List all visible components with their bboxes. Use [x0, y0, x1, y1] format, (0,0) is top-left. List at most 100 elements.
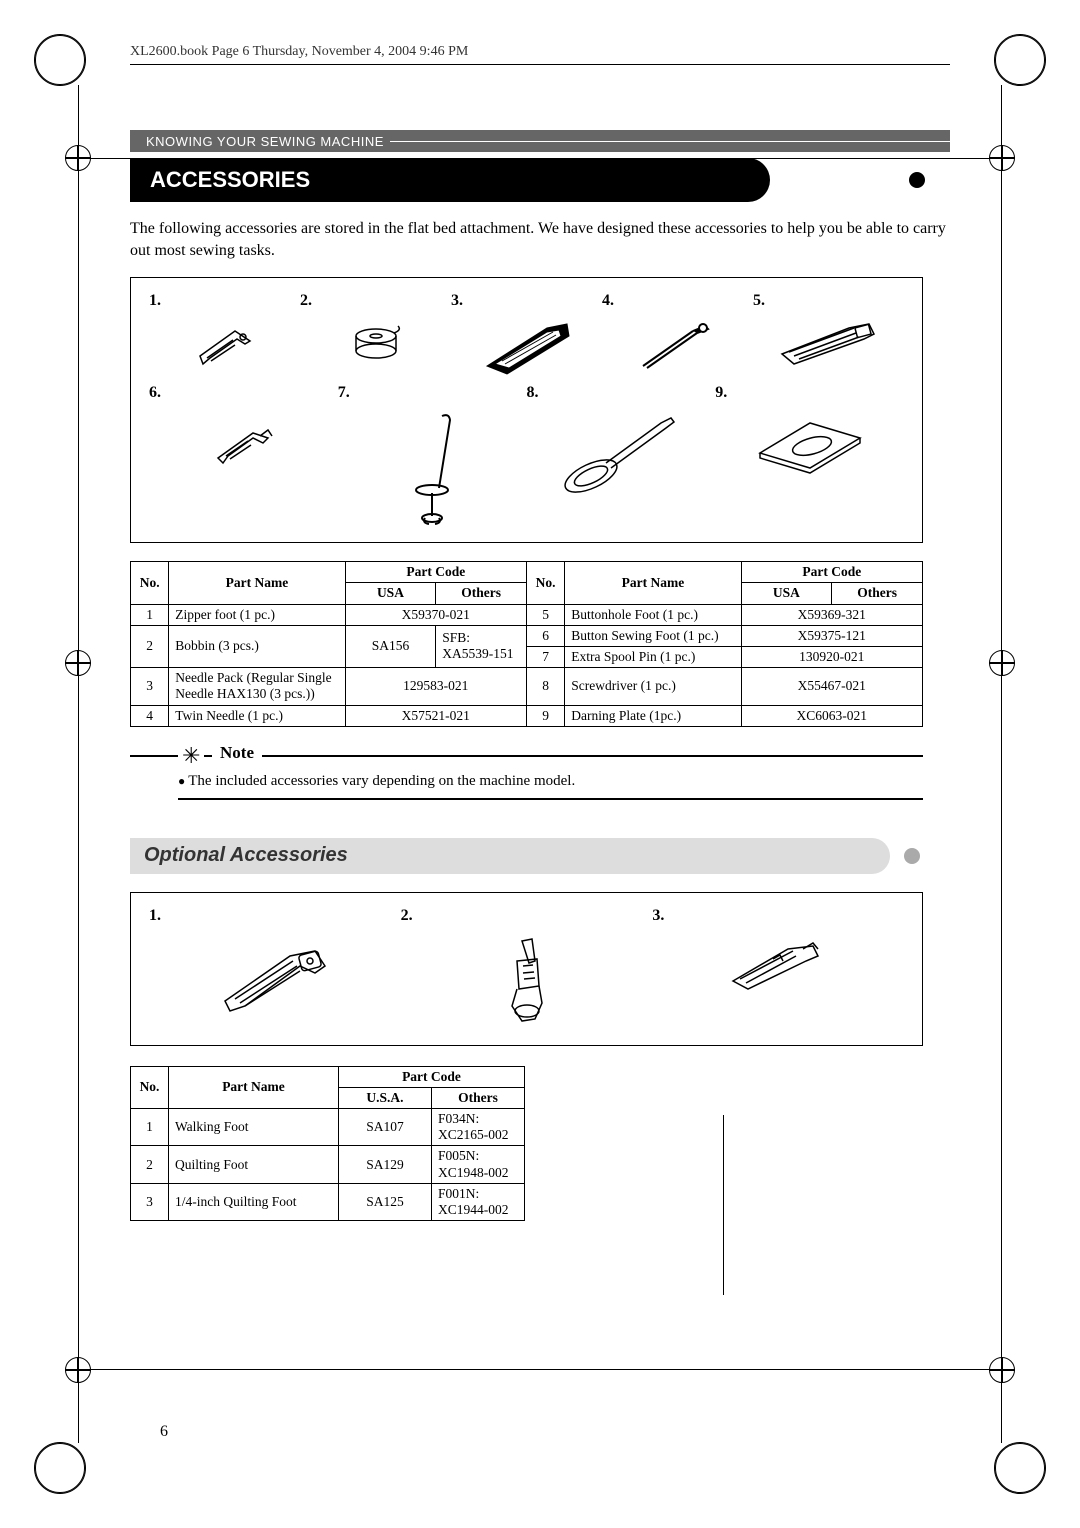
- table-cell: 3: [131, 668, 169, 705]
- col-others: Others: [432, 1087, 525, 1108]
- intro-paragraph: The following accessories are stored in …: [130, 218, 950, 261]
- grid-cell: 3.: [652, 903, 904, 1031]
- page-title-text: ACCESSORIES: [150, 167, 310, 193]
- grid-cell: 2.: [401, 903, 653, 1031]
- table-cell: Buttonhole Foot (1 pc.): [565, 604, 741, 625]
- spool-pin-icon: [397, 408, 467, 528]
- grid-number: 8.: [527, 384, 539, 401]
- bobbin-icon: [346, 316, 406, 366]
- table-cell: 1: [131, 1109, 169, 1146]
- grid-number: 3.: [652, 907, 664, 924]
- table-cell: F005N:XC1948-002: [432, 1146, 525, 1183]
- table-cell: 5: [526, 604, 564, 625]
- optional-accessories-header: Optional Accessories: [130, 838, 890, 874]
- grid-number: 6.: [149, 384, 161, 401]
- col-code: Part Code: [741, 562, 922, 583]
- col-code: Part Code: [345, 562, 526, 583]
- table-cell: SA129: [339, 1146, 432, 1183]
- table-cell: SA125: [339, 1183, 432, 1220]
- grid-number: 3.: [451, 292, 463, 309]
- optional-title-text: Optional Accessories: [144, 844, 348, 867]
- table-cell: F034N:XC2165-002: [432, 1109, 525, 1146]
- zipper-foot-icon: [185, 316, 265, 376]
- grid-number: 2.: [401, 907, 413, 924]
- grid-cell: 8.: [527, 380, 716, 528]
- walking-foot-icon: [205, 931, 345, 1021]
- section-header-text: KNOWING YOUR SEWING MACHINE: [146, 134, 384, 149]
- table-cell: 3: [131, 1183, 169, 1220]
- table-cell: SA107: [339, 1109, 432, 1146]
- accessories-grid: 1. 2. 3. 4. 5. 6. 7. 8. 9.: [130, 277, 923, 543]
- table-cell: 7: [526, 646, 564, 667]
- col-no: No.: [526, 562, 564, 604]
- table-cell: 1: [131, 604, 169, 625]
- twin-needle-icon: [633, 316, 723, 376]
- optional-parts-table: No. Part Name Part Code U.S.A. Others 1W…: [130, 1066, 525, 1222]
- table-cell: Extra Spool Pin (1 pc.): [565, 646, 741, 667]
- note-text: The included accessories vary depending …: [178, 773, 923, 800]
- table-cell: Bobbin (3 pcs.): [169, 625, 345, 667]
- col-others: Others: [832, 583, 923, 604]
- grid-cell: 2.: [300, 288, 451, 376]
- table-cell: 8: [526, 668, 564, 705]
- grid-cell: 5.: [753, 288, 904, 376]
- note-icon: ✳: [178, 743, 204, 769]
- parts-table: No. Part Name Part Code No. Part Name Pa…: [130, 561, 923, 727]
- page-title: ACCESSORIES: [130, 158, 770, 202]
- darning-plate-icon: [750, 408, 870, 478]
- table-cell: 1/4-inch Quilting Foot: [169, 1183, 339, 1220]
- grid-cell: 7.: [338, 380, 527, 528]
- grid-number: 7.: [338, 384, 350, 401]
- table-cell: X57521-021: [345, 705, 526, 726]
- grid-cell: 1.: [149, 288, 300, 376]
- table-cell: SFB:XA5539-151: [436, 625, 527, 667]
- col-name: Part Name: [169, 1066, 339, 1108]
- col-others: Others: [436, 583, 527, 604]
- quarter-inch-quilting-foot-icon: [718, 931, 838, 1001]
- button-sewing-foot-icon: [198, 408, 288, 478]
- section-header: KNOWING YOUR SEWING MACHINE: [130, 130, 950, 152]
- table-cell: Screwdriver (1 pc.): [565, 668, 741, 705]
- grid-number: 5.: [753, 292, 765, 309]
- needle-pack-icon: [477, 316, 577, 376]
- table-cell: Needle Pack (Regular Single Needle HAX13…: [169, 668, 345, 705]
- col-usa: USA: [741, 583, 832, 604]
- grid-cell: 1.: [149, 903, 401, 1031]
- table-cell: Button Sewing Foot (1 pc.): [565, 625, 741, 646]
- grid-cell: 9.: [715, 380, 904, 528]
- note-label: Note: [212, 743, 262, 763]
- col-usa: U.S.A.: [339, 1087, 432, 1108]
- tab-indicator-icon: [909, 172, 925, 188]
- grid-number: 1.: [149, 907, 161, 924]
- col-usa: USA: [345, 583, 436, 604]
- table-cell: X59375-121: [741, 625, 922, 646]
- grid-number: 4.: [602, 292, 614, 309]
- table-cell: Walking Foot: [169, 1109, 339, 1146]
- table-cell: 130920-021: [741, 646, 922, 667]
- table-cell: Twin Needle (1 pc.): [169, 705, 345, 726]
- table-cell: 6: [526, 625, 564, 646]
- note-section: ✳ Note: [130, 755, 923, 757]
- col-name: Part Name: [169, 562, 345, 604]
- col-code: Part Code: [339, 1066, 525, 1087]
- grid-number: 9.: [715, 384, 727, 401]
- table-cell: 9: [526, 705, 564, 726]
- screwdriver-icon: [556, 408, 686, 498]
- grid-cell: 4.: [602, 288, 753, 376]
- table-cell: 4: [131, 705, 169, 726]
- table-cell: Quilting Foot: [169, 1146, 339, 1183]
- buttonhole-foot-icon: [774, 316, 884, 366]
- table-cell: X59369-321: [741, 604, 922, 625]
- optional-accessories-grid: 1. 2. 3.: [130, 892, 923, 1046]
- grid-number: 2.: [300, 292, 312, 309]
- table-cell: X59370-021: [345, 604, 526, 625]
- quilting-foot-icon: [487, 931, 567, 1031]
- table-cell: X55467-021: [741, 668, 922, 705]
- table-cell: F001N:XC1944-002: [432, 1183, 525, 1220]
- table-cell: 2: [131, 625, 169, 667]
- col-name: Part Name: [565, 562, 741, 604]
- table-cell: XC6063-021: [741, 705, 922, 726]
- tab-indicator-icon: [904, 848, 920, 864]
- table-cell: Darning Plate (1pc.): [565, 705, 741, 726]
- col-no: No.: [131, 1066, 169, 1108]
